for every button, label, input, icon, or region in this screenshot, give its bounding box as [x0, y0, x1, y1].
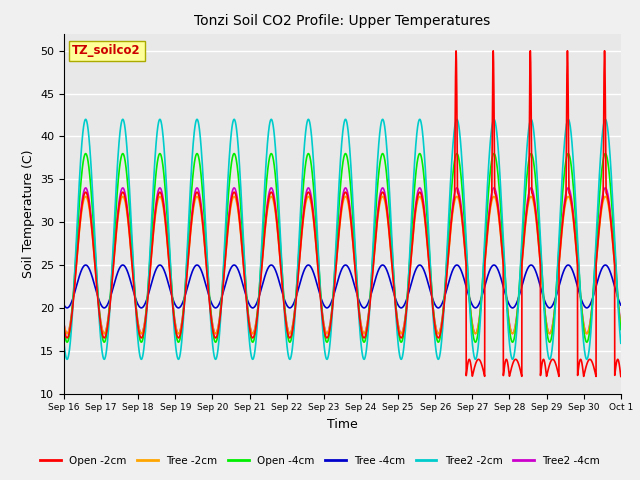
X-axis label: Time: Time	[327, 418, 358, 431]
Legend: Open -2cm, Tree -2cm, Open -4cm, Tree -4cm, Tree2 -2cm, Tree2 -4cm: Open -2cm, Tree -2cm, Open -4cm, Tree -4…	[36, 452, 604, 470]
Text: TZ_soilco2: TZ_soilco2	[72, 44, 141, 58]
Title: Tonzi Soil CO2 Profile: Upper Temperatures: Tonzi Soil CO2 Profile: Upper Temperatur…	[195, 14, 490, 28]
Y-axis label: Soil Temperature (C): Soil Temperature (C)	[22, 149, 35, 278]
